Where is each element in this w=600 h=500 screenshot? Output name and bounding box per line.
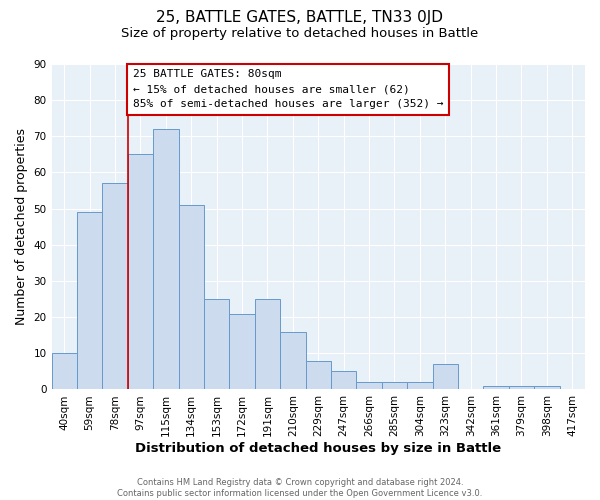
Text: Size of property relative to detached houses in Battle: Size of property relative to detached ho… (121, 28, 479, 40)
Bar (280, 332, 305, 390)
Bar (179, 205, 204, 390)
Y-axis label: Number of detached properties: Number of detached properties (15, 128, 28, 325)
Bar (484, 386, 509, 390)
Text: Contains HM Land Registry data © Crown copyright and database right 2024.
Contai: Contains HM Land Registry data © Crown c… (118, 478, 482, 498)
Bar (103, 184, 128, 390)
Text: 25, BATTLE GATES, BATTLE, TN33 0JD: 25, BATTLE GATES, BATTLE, TN33 0JD (157, 10, 443, 25)
Bar (255, 299, 280, 390)
Bar (433, 364, 458, 390)
Bar (382, 382, 407, 390)
Bar (229, 314, 255, 390)
Bar (52, 354, 77, 390)
X-axis label: Distribution of detached houses by size in Battle: Distribution of detached houses by size … (135, 442, 502, 455)
Bar (77, 212, 103, 390)
Bar (356, 382, 382, 390)
Bar (128, 154, 153, 390)
Bar (509, 386, 534, 390)
Text: 25 BATTLE GATES: 80sqm
← 15% of detached houses are smaller (62)
85% of semi-det: 25 BATTLE GATES: 80sqm ← 15% of detached… (133, 70, 443, 109)
Bar (153, 129, 179, 390)
Bar (407, 382, 433, 390)
Bar (331, 372, 356, 390)
Bar (534, 386, 560, 390)
Bar (305, 360, 331, 390)
Bar (204, 299, 229, 390)
